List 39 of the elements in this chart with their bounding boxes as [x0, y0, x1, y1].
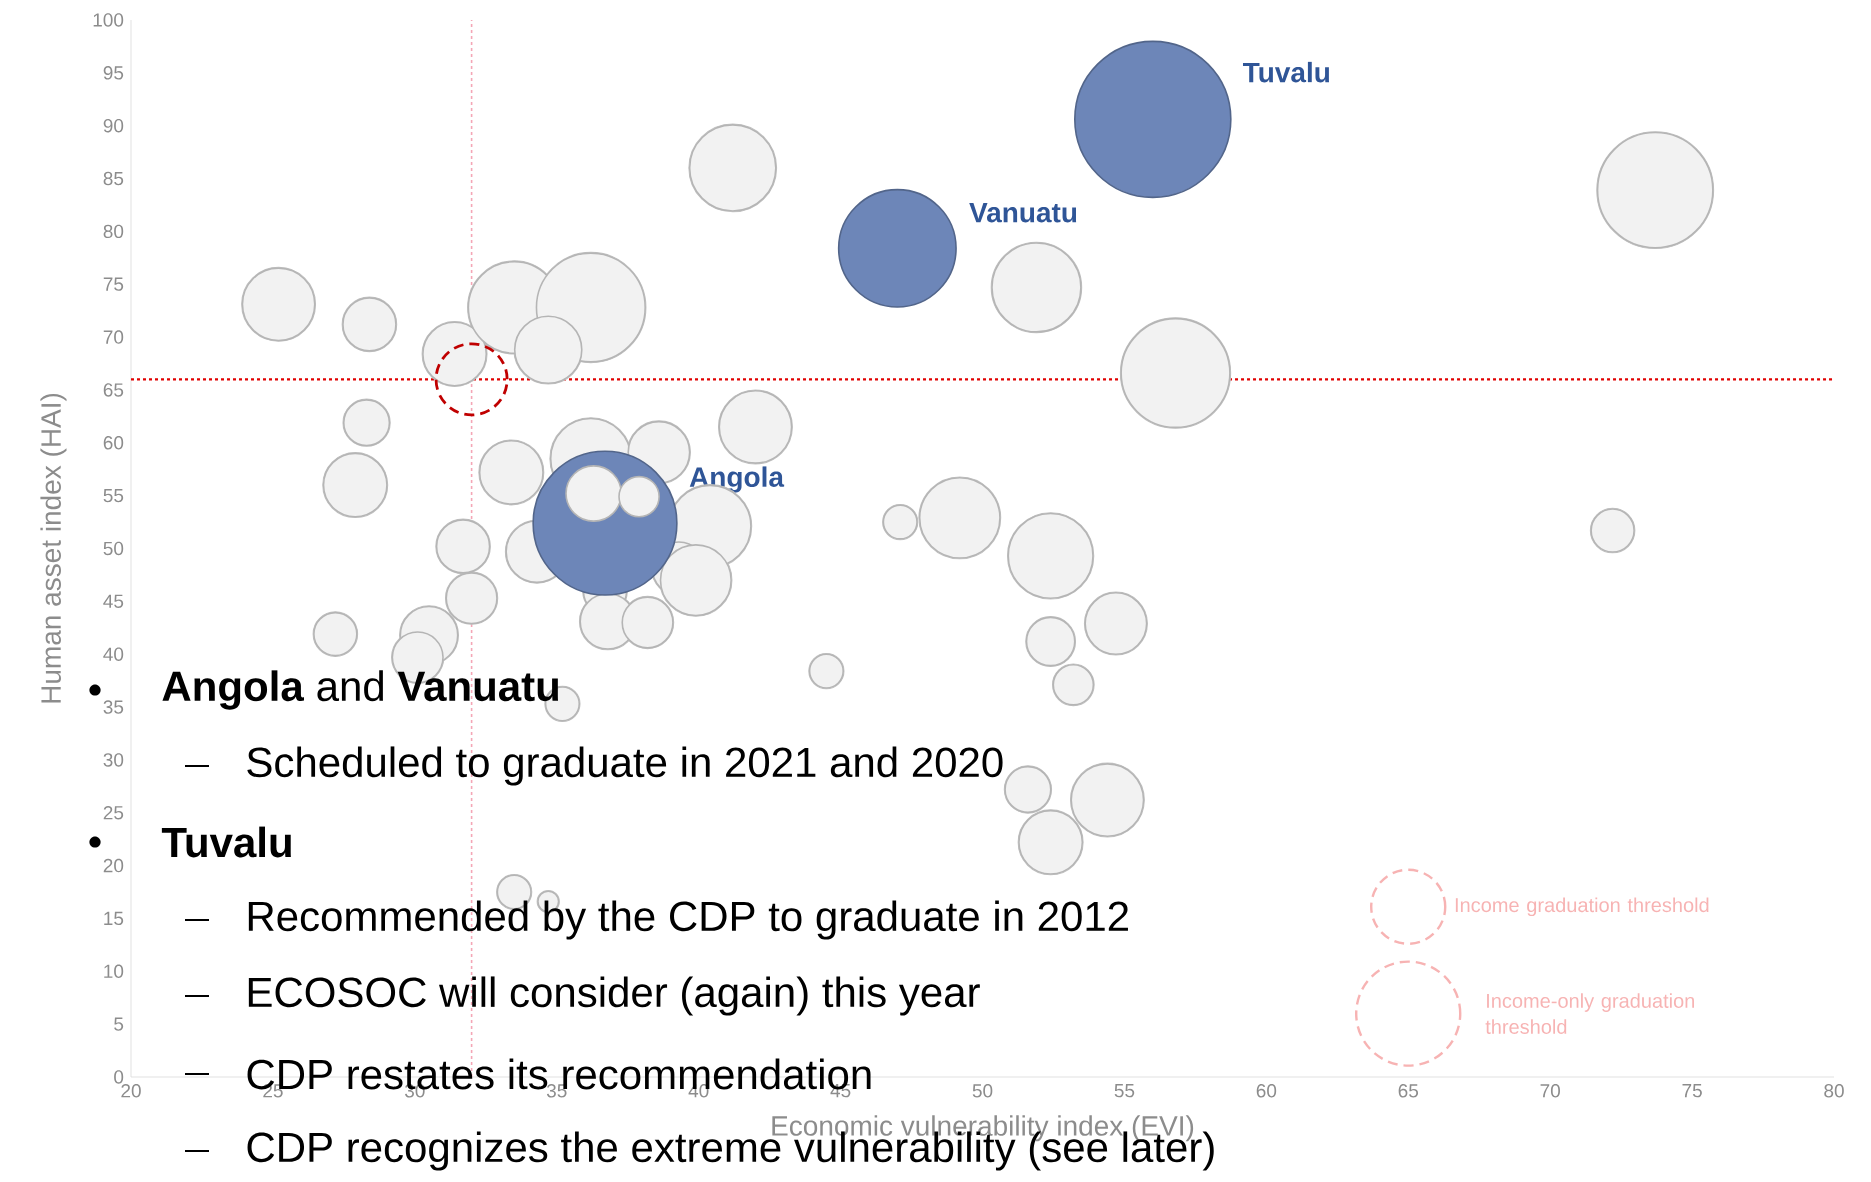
x-tick-label: 65	[1398, 1084, 1419, 1098]
y-tick-label: 50	[103, 541, 124, 556]
y-tick-label: 90	[103, 118, 124, 133]
y-tick-label: 95	[103, 66, 124, 80]
y-tick-label: 80	[103, 224, 124, 239]
y-tick-label: 5	[114, 1017, 124, 1031]
y-tick-label: 70	[103, 330, 124, 344]
y-tick-label: 60	[103, 436, 124, 450]
series-label: Angola	[689, 466, 785, 493]
y-tick-label: 20	[103, 858, 124, 873]
y-tick-label: 35	[103, 700, 124, 714]
y-tick-label: 100	[93, 13, 124, 27]
annotation: ECOSOC will consider (again) this year	[248, 976, 980, 1016]
x-tick-label: 50	[972, 1084, 993, 1098]
y-tick-label: 0	[114, 1070, 124, 1084]
y-tick-label: 45	[103, 594, 124, 608]
x-tick-label: 70	[1540, 1084, 1560, 1098]
y-axis-title: Human asset index (HAI)	[40, 393, 67, 703]
series-label: Tuvalu	[1242, 61, 1330, 83]
y-tick-label: 75	[103, 277, 124, 291]
annotation: Recommended by the CDP to graduate in 2012	[248, 900, 1128, 940]
y-tick-label: 15	[104, 911, 124, 926]
y-tick-label: 85	[103, 171, 124, 186]
y-tick-label: 30	[103, 753, 124, 767]
annotation: Angola and Vanuatu	[162, 670, 559, 710]
x-tick-label: 60	[1256, 1084, 1277, 1098]
y-tick-label: 25	[103, 806, 124, 820]
x-tick-label: 80	[1824, 1084, 1844, 1098]
annotation: Scheduled to graduate in 2021 and 2020	[247, 746, 1003, 786]
x-tick-label: 55	[1114, 1084, 1135, 1098]
y-tick-label: 10	[104, 964, 124, 979]
annotation: Income-only graduation threshold	[1485, 993, 1694, 1034]
x-tick-label: 75	[1682, 1084, 1702, 1098]
series-label: Vanuatu	[969, 202, 1077, 223]
y-tick-label: 65	[103, 383, 124, 397]
y-tick-label: 55	[103, 489, 124, 503]
annotation: Tuvalu	[161, 826, 291, 858]
annotation: Income graduation threshold	[1455, 897, 1709, 917]
y-tick-label: 40	[103, 647, 124, 661]
